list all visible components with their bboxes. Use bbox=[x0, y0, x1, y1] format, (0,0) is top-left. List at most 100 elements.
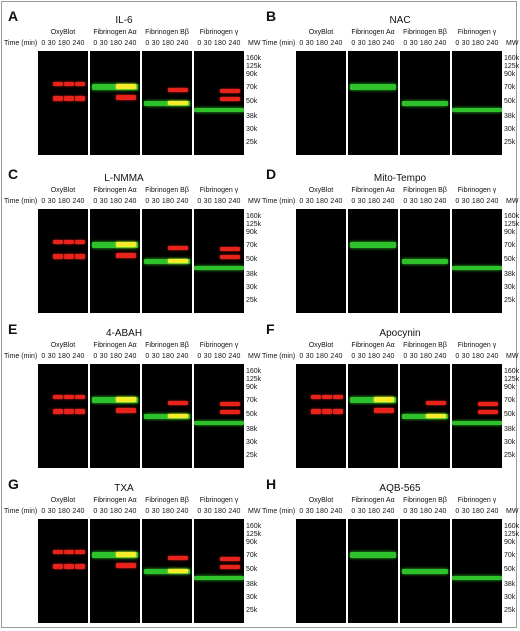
beta-chain-overlap-band bbox=[168, 569, 188, 573]
lane-label-3: Fibrinogen γ bbox=[457, 497, 497, 504]
mw-marker-70k: 70k bbox=[239, 552, 258, 559]
mw-marker-25k: 25k bbox=[239, 452, 258, 459]
alpha-chain-band bbox=[350, 242, 396, 248]
blot-lane-2 bbox=[142, 519, 192, 623]
blot-lane-2 bbox=[142, 364, 192, 468]
lane-label-0: OxyBlot bbox=[308, 497, 334, 504]
oxyblot-band-55k bbox=[311, 409, 321, 414]
lane-label-3: Fibrinogen γ bbox=[199, 187, 239, 194]
mw-marker-30k: 30k bbox=[239, 126, 258, 133]
lane-label-0: OxyBlot bbox=[308, 342, 334, 349]
gamma-chain-oxidized-band-70k bbox=[220, 557, 240, 561]
mw-marker-70k: 70k bbox=[497, 84, 516, 91]
oxyblot-band-70k bbox=[64, 395, 74, 399]
lane-label-1: Fibrinogen Aα bbox=[93, 497, 137, 504]
time-values-3: 0 30 180 240 bbox=[197, 353, 241, 360]
time-label: Time (min) bbox=[262, 508, 296, 515]
mw-marker-25k: 25k bbox=[239, 139, 258, 146]
blot-lane-2 bbox=[400, 519, 450, 623]
beta-chain-oxidized-band bbox=[426, 401, 446, 405]
oxyblot-band-70k bbox=[53, 395, 63, 399]
beta-chain-band bbox=[402, 414, 448, 419]
panel-letter: A bbox=[8, 8, 19, 24]
time-values-1: 0 30 180 240 bbox=[93, 198, 137, 205]
mw-marker-90k: 90k bbox=[239, 71, 258, 78]
blot-lane-2 bbox=[400, 364, 450, 468]
time-values-0: 0 30 180 240 bbox=[299, 508, 343, 515]
gamma-chain-band bbox=[452, 576, 502, 580]
alpha-chain-band bbox=[350, 84, 396, 90]
mw-marker-70k: 70k bbox=[239, 242, 258, 249]
mw-header: MW bbox=[506, 508, 519, 515]
mw-header: MW bbox=[506, 353, 519, 360]
lane-label-2: Fibrinogen Bβ bbox=[145, 29, 189, 36]
oxyblot-band-70k bbox=[75, 240, 85, 244]
panel-title: Apocynin bbox=[379, 328, 421, 339]
blot-lane-2 bbox=[400, 51, 450, 155]
blot-lane-0 bbox=[38, 209, 88, 313]
lane-label-2: Fibrinogen Bβ bbox=[403, 342, 447, 349]
time-values-2: 0 30 180 240 bbox=[145, 40, 189, 47]
lane-label-3: Fibrinogen γ bbox=[199, 29, 239, 36]
oxyblot-band-70k bbox=[322, 395, 332, 399]
oxyblot-band-55k bbox=[64, 409, 74, 414]
mw-marker-25k: 25k bbox=[497, 607, 516, 614]
mw-marker-38k: 38k bbox=[239, 581, 258, 588]
lane-label-1: Fibrinogen Aα bbox=[93, 187, 137, 194]
mw-marker-90k: 90k bbox=[497, 539, 516, 546]
beta-chain-band bbox=[144, 569, 190, 574]
time-values-0: 0 30 180 240 bbox=[299, 40, 343, 47]
alpha-chain-band bbox=[92, 552, 138, 558]
oxyblot-band-70k bbox=[64, 550, 74, 554]
oxyblot-band-70k bbox=[311, 395, 321, 399]
oxyblot-band-55k bbox=[53, 254, 63, 259]
blot-lane-2 bbox=[400, 209, 450, 313]
panel-title: AQB-565 bbox=[379, 483, 421, 494]
mw-header: MW bbox=[248, 40, 261, 47]
blot-lane-1 bbox=[348, 209, 398, 313]
gamma-chain-oxidized-band-70k bbox=[220, 247, 240, 251]
alpha-chain-overlap-band bbox=[116, 552, 136, 557]
lane-label-3: Fibrinogen γ bbox=[199, 342, 239, 349]
lane-label-1: Fibrinogen Aα bbox=[351, 29, 395, 36]
mw-marker-38k: 38k bbox=[497, 581, 516, 588]
time-values-1: 0 30 180 240 bbox=[93, 40, 137, 47]
blot-lane-1 bbox=[90, 209, 140, 313]
oxyblot-band-55k bbox=[75, 409, 85, 414]
time-values-3: 0 30 180 240 bbox=[197, 40, 241, 47]
beta-chain-band bbox=[144, 101, 190, 106]
mw-marker-25k: 25k bbox=[497, 452, 516, 459]
mw-marker-50k: 50k bbox=[239, 566, 258, 573]
oxyblot-band-70k bbox=[75, 395, 85, 399]
beta-chain-oxidized-band bbox=[168, 401, 188, 405]
time-values-2: 0 30 180 240 bbox=[403, 198, 447, 205]
blot-lane-3 bbox=[194, 51, 244, 155]
oxyblot-band-70k bbox=[75, 82, 85, 86]
lane-label-2: Fibrinogen Bβ bbox=[403, 497, 447, 504]
oxyblot-band-55k bbox=[53, 409, 63, 414]
oxyblot-band-55k bbox=[53, 96, 63, 101]
gamma-chain-band bbox=[452, 266, 502, 270]
mw-marker-90k: 90k bbox=[239, 229, 258, 236]
blot-lane-2 bbox=[142, 209, 192, 313]
oxyblot-band-70k bbox=[64, 240, 74, 244]
blot-lane-0 bbox=[296, 364, 346, 468]
alpha-chain-band bbox=[92, 84, 138, 90]
gamma-chain-oxidized-band-55k bbox=[478, 410, 498, 414]
blot-lane-1 bbox=[90, 364, 140, 468]
time-values-2: 0 30 180 240 bbox=[145, 508, 189, 515]
gamma-chain-oxidized-band-55k bbox=[220, 97, 240, 101]
alpha-chain-oxidized-band bbox=[116, 408, 136, 413]
blot-lane-3 bbox=[452, 364, 502, 468]
mw-marker-50k: 50k bbox=[497, 256, 516, 263]
oxyblot-band-55k bbox=[322, 409, 332, 414]
alpha-chain-band bbox=[350, 397, 396, 403]
mw-marker-90k: 90k bbox=[239, 384, 258, 391]
blot-lane-0 bbox=[296, 519, 346, 623]
time-values-3: 0 30 180 240 bbox=[455, 353, 499, 360]
blot-lane-1 bbox=[90, 519, 140, 623]
gamma-chain-oxidized-band-70k bbox=[220, 89, 240, 93]
alpha-chain-oxidized-band bbox=[374, 408, 394, 413]
alpha-chain-band bbox=[350, 552, 396, 558]
